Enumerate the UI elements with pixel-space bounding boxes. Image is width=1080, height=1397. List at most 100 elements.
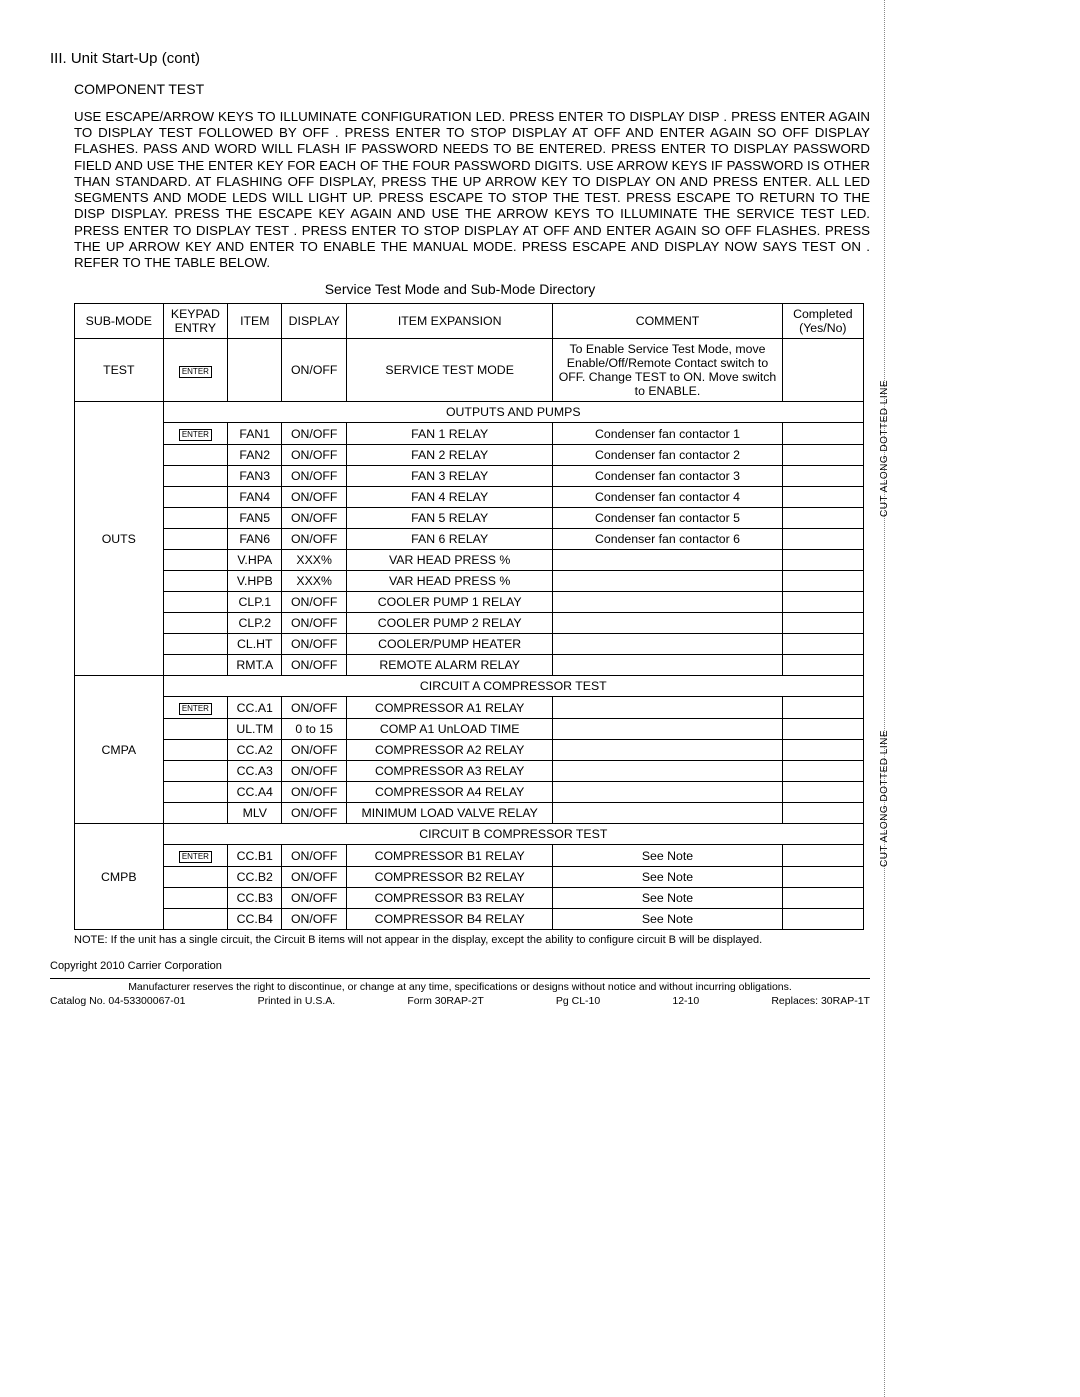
item-cell: FAN6 — [228, 529, 282, 550]
table-row: FAN4ON/OFFFAN 4 RELAYCondenser fan conta… — [75, 487, 864, 508]
item-cell: CC.A4 — [228, 782, 282, 803]
cut-label-bottom: CUT ALONG DOTTED LINE — [879, 730, 890, 867]
table-row: UL.TM0 to 15COMP A1 UnLOAD TIME — [75, 719, 864, 740]
footer-printed: Printed in U.S.A. — [258, 995, 336, 1007]
expansion-cell: FAN 3 RELAY — [346, 466, 552, 487]
table-row: CLP.2ON/OFFCOOLER PUMP 2 RELAY — [75, 613, 864, 634]
item-cell: V.HPB — [228, 571, 282, 592]
completed-cell — [782, 740, 863, 761]
keypad-cell — [163, 634, 228, 655]
table-caption: Service Test Mode and Sub-Mode Directory — [50, 281, 870, 297]
expansion-cell: FAN 1 RELAY — [346, 423, 552, 445]
table-row: CC.A4ON/OFFCOMPRESSOR A4 RELAY — [75, 782, 864, 803]
table-row: FAN2ON/OFFFAN 2 RELAYCondenser fan conta… — [75, 445, 864, 466]
keypad-cell — [163, 655, 228, 676]
submode-cell: TEST — [75, 339, 164, 402]
display-cell: ON/OFF — [282, 508, 347, 529]
expansion-cell: VAR HEAD PRESS % — [346, 550, 552, 571]
enter-key-icon: ENTER — [179, 703, 212, 715]
display-cell: ON/OFF — [282, 697, 347, 719]
completed-cell — [782, 466, 863, 487]
comment-cell — [553, 550, 782, 571]
display-cell: ON/OFF — [282, 592, 347, 613]
keypad-cell — [163, 508, 228, 529]
keypad-cell — [163, 782, 228, 803]
table-row: ENTERCC.A1ON/OFFCOMPRESSOR A1 RELAY — [75, 697, 864, 719]
expansion-cell: VAR HEAD PRESS % — [346, 571, 552, 592]
keypad-cell — [163, 592, 228, 613]
footer-form: Form 30RAP-2T — [407, 995, 483, 1007]
item-cell: UL.TM — [228, 719, 282, 740]
table-note: NOTE: If the unit has a single circuit, … — [74, 934, 870, 946]
comment-cell: See Note — [553, 888, 782, 909]
comment-cell — [553, 634, 782, 655]
expansion-cell: MINIMUM LOAD VALVE RELAY — [346, 803, 552, 824]
footer-replaces: Replaces: 30RAP-1T — [771, 995, 870, 1007]
group-header-row: CMPACIRCUIT A COMPRESSOR TEST — [75, 676, 864, 697]
comment-cell — [553, 719, 782, 740]
display-cell: ON/OFF — [282, 613, 347, 634]
table-row: V.HPAXXX%VAR HEAD PRESS % — [75, 550, 864, 571]
completed-cell — [782, 423, 863, 445]
footer-page: Pg CL-10 — [556, 995, 600, 1007]
completed-cell — [782, 655, 863, 676]
header-keypad: KEYPAD ENTRY — [163, 304, 228, 339]
item-cell: FAN5 — [228, 508, 282, 529]
keypad-cell — [163, 613, 228, 634]
sub-heading: COMPONENT TEST — [74, 81, 870, 97]
item-cell: CC.A3 — [228, 761, 282, 782]
footer-block: Manufacturer reserves the right to disco… — [50, 978, 870, 1007]
display-cell: ON/OFF — [282, 867, 347, 888]
footer-disclaimer: Manufacturer reserves the right to disco… — [50, 979, 870, 993]
item-cell: FAN4 — [228, 487, 282, 508]
item-cell: V.HPA — [228, 550, 282, 571]
keypad-cell — [163, 487, 228, 508]
table-row: FAN6ON/OFFFAN 6 RELAYCondenser fan conta… — [75, 529, 864, 550]
expansion-cell: COOLER/PUMP HEATER — [346, 634, 552, 655]
comment-cell: See Note — [553, 909, 782, 930]
header-display: DISPLAY — [282, 304, 347, 339]
expansion-cell: COMP A1 UnLOAD TIME — [346, 719, 552, 740]
table-row: CC.B4ON/OFFCOMPRESSOR B4 RELAYSee Note — [75, 909, 864, 930]
table-header-row: SUB-MODE KEYPAD ENTRY ITEM DISPLAY ITEM … — [75, 304, 864, 339]
submode-cell: CMPA — [75, 676, 164, 824]
display-cell: ON/OFF — [282, 803, 347, 824]
expansion-cell: COMPRESSOR A2 RELAY — [346, 740, 552, 761]
expansion-cell: COMPRESSOR A4 RELAY — [346, 782, 552, 803]
table-row: CLP.1ON/OFFCOOLER PUMP 1 RELAY — [75, 592, 864, 613]
expansion-cell: COMPRESSOR A1 RELAY — [346, 697, 552, 719]
completed-cell — [782, 508, 863, 529]
display-cell: ON/OFF — [282, 761, 347, 782]
display-cell: ON/OFF — [282, 888, 347, 909]
comment-cell: To Enable Service Test Mode, move Enable… — [553, 339, 782, 402]
display-cell: ON/OFF — [282, 740, 347, 761]
keypad-cell — [163, 867, 228, 888]
expansion-cell: SERVICE TEST MODE — [346, 339, 552, 402]
item-cell: CC.A2 — [228, 740, 282, 761]
completed-cell — [782, 888, 863, 909]
display-cell: XXX% — [282, 550, 347, 571]
display-cell: XXX% — [282, 571, 347, 592]
header-comment: COMMENT — [553, 304, 782, 339]
section-heading: III. Unit Start-Up (cont) — [50, 50, 870, 67]
display-cell: ON/OFF — [282, 445, 347, 466]
display-cell: ON/OFF — [282, 339, 347, 402]
keypad-cell — [163, 740, 228, 761]
completed-cell — [782, 761, 863, 782]
display-cell: ON/OFF — [282, 529, 347, 550]
keypad-cell: ENTER — [163, 423, 228, 445]
item-cell: CC.B4 — [228, 909, 282, 930]
expansion-cell: COOLER PUMP 2 RELAY — [346, 613, 552, 634]
keypad-cell — [163, 761, 228, 782]
table-row: CL.HTON/OFFCOOLER/PUMP HEATER — [75, 634, 864, 655]
header-item: ITEM — [228, 304, 282, 339]
item-cell: MLV — [228, 803, 282, 824]
item-cell: FAN3 — [228, 466, 282, 487]
expansion-cell: FAN 4 RELAY — [346, 487, 552, 508]
item-cell: CLP.2 — [228, 613, 282, 634]
comment-cell — [553, 613, 782, 634]
completed-cell — [782, 550, 863, 571]
comment-cell — [553, 592, 782, 613]
comment-cell: Condenser fan contactor 1 — [553, 423, 782, 445]
comment-cell: Condenser fan contactor 6 — [553, 529, 782, 550]
